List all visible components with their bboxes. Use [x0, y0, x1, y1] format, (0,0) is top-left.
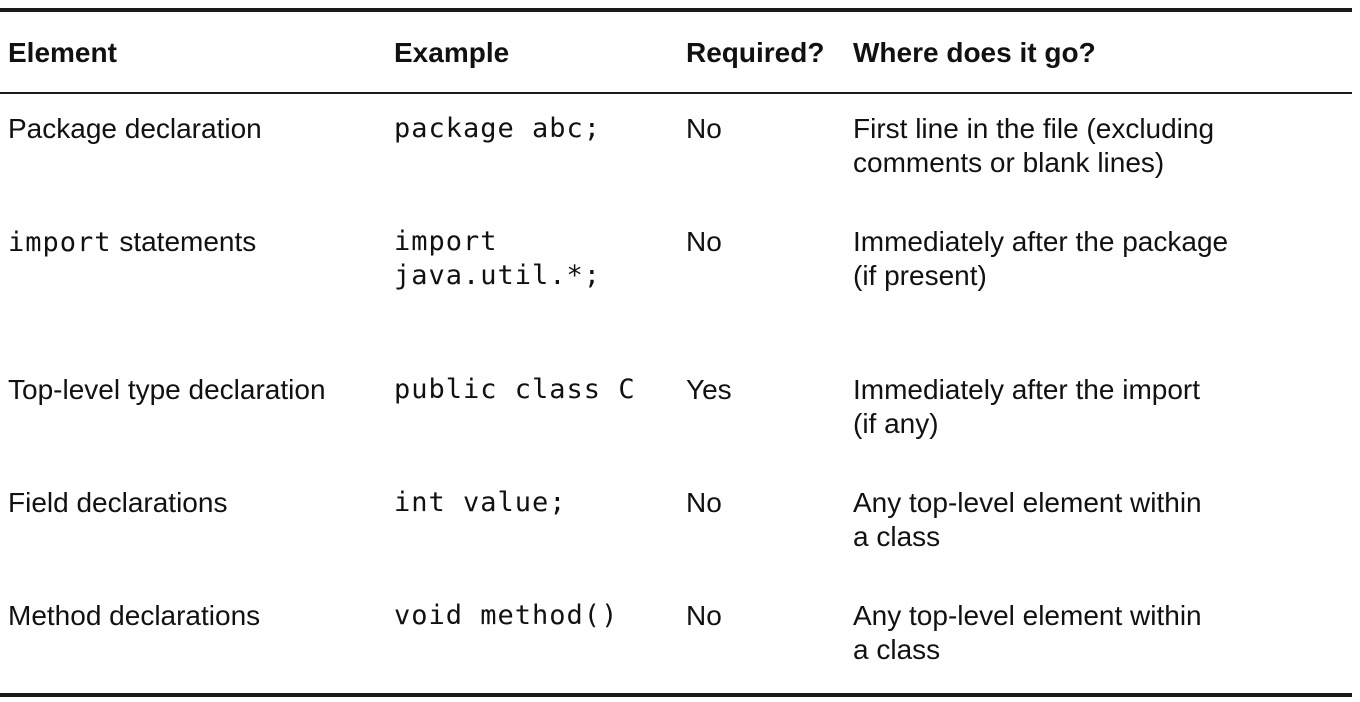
cell-where-line: Immediately after the package [853, 226, 1229, 257]
cell-example: int value; [394, 487, 567, 518]
header-where: Where does it go? [853, 37, 1096, 68]
cell-where: First line in the file (excluding commen… [853, 112, 1214, 180]
cell-where-line: First line in the file (excluding [853, 113, 1215, 144]
cell-example-line: import [394, 226, 498, 257]
cell-required: No [686, 113, 722, 144]
cell-example-line: java.util.*; [394, 260, 602, 291]
cell-example: import java.util.*; [394, 225, 601, 293]
cell-element: Method declarations [8, 600, 261, 631]
cell-example: package abc; [394, 113, 602, 144]
table-row: Field declarations int value; No Any top… [0, 468, 1352, 581]
cell-where-line: comments or blank lines) [853, 147, 1165, 178]
cell-where: Immediately after the import (if any) [853, 373, 1200, 441]
header-row: Element Example Required? Where does it … [0, 12, 1352, 92]
cell-element-code: import [8, 227, 112, 258]
bottom-rule [0, 693, 1352, 697]
cell-where-line: (if present) [853, 260, 987, 291]
cell-where-line: Any top-level element within [853, 600, 1202, 631]
cell-required: No [686, 487, 722, 518]
cell-required: Yes [686, 374, 732, 405]
cell-required: No [686, 226, 722, 257]
java-file-elements-table: Element Example Required? Where does it … [0, 8, 1352, 694]
header-example: Example [394, 37, 510, 68]
cell-element-text: statements [119, 226, 257, 257]
cell-where-line: (if any) [853, 408, 939, 439]
header-element: Element [8, 37, 117, 68]
cell-element: import statements [8, 225, 256, 260]
cell-where-line: a class [853, 634, 941, 665]
cell-element: Field declarations [8, 487, 228, 518]
table-row: import statements import java.util.*; No… [0, 207, 1352, 355]
table-row: Top-level type declaration public class … [0, 355, 1352, 468]
table-row: Package declaration package abc; No Firs… [0, 94, 1352, 207]
cell-where: Any top-level element within a class [853, 486, 1202, 554]
header-rule [0, 92, 1352, 94]
header-required: Required? [686, 37, 825, 68]
cell-where-line: a class [853, 521, 941, 552]
cell-required: No [686, 600, 722, 631]
table-row: Method declarations void method() No Any… [0, 581, 1352, 694]
cell-where: Immediately after the package (if presen… [853, 225, 1228, 293]
cell-where-line: Immediately after the import [853, 374, 1201, 405]
cell-where: Any top-level element within a class [853, 599, 1202, 667]
top-rule [0, 8, 1352, 12]
cell-where-line: Any top-level element within [853, 487, 1202, 518]
cell-example: void method() [394, 600, 619, 631]
cell-example: public class C [394, 374, 636, 405]
cell-element: Top-level type declaration [8, 374, 326, 405]
cell-element: Package declaration [8, 113, 262, 144]
